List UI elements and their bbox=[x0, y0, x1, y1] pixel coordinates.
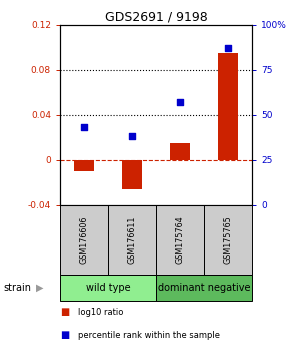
Bar bbox=[218, 53, 238, 160]
Text: wild type: wild type bbox=[86, 283, 130, 293]
Bar bbox=[156, 205, 204, 275]
Bar bbox=[60, 205, 108, 275]
Text: percentile rank within the sample: percentile rank within the sample bbox=[78, 331, 220, 340]
Bar bbox=[156, 275, 252, 301]
Point bbox=[226, 45, 230, 51]
Bar bbox=[74, 160, 94, 171]
Text: strain: strain bbox=[3, 283, 31, 293]
Text: ▶: ▶ bbox=[36, 283, 44, 293]
Text: GSM175765: GSM175765 bbox=[224, 216, 232, 264]
Text: GSM176611: GSM176611 bbox=[128, 216, 136, 264]
Point bbox=[178, 99, 182, 105]
Bar bbox=[170, 143, 190, 160]
Bar bbox=[204, 205, 252, 275]
Text: GSM176606: GSM176606 bbox=[80, 216, 88, 264]
Text: ■: ■ bbox=[60, 330, 69, 341]
Text: ■: ■ bbox=[60, 307, 69, 318]
Text: GSM175764: GSM175764 bbox=[176, 216, 184, 264]
Title: GDS2691 / 9198: GDS2691 / 9198 bbox=[105, 11, 207, 24]
Text: dominant negative: dominant negative bbox=[158, 283, 250, 293]
Bar bbox=[108, 205, 156, 275]
Bar bbox=[60, 275, 156, 301]
Bar bbox=[122, 160, 142, 189]
Point bbox=[82, 125, 86, 130]
Point bbox=[130, 133, 134, 139]
Text: log10 ratio: log10 ratio bbox=[78, 308, 123, 317]
